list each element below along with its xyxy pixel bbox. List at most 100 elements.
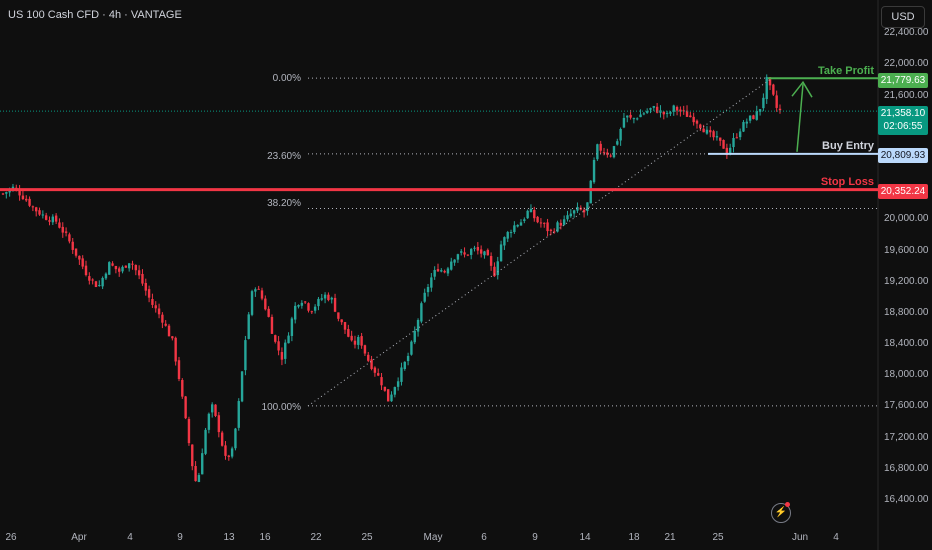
candle-body [420,303,423,322]
candle-body [194,466,197,482]
candle-body [74,248,78,256]
x-tick-label: 4 [127,532,133,543]
candle-body [131,263,134,265]
x-tick-label: 16 [259,532,271,543]
candle-body [254,289,257,292]
candle-countdown: 02:06:55 [883,121,923,132]
candle-body [210,404,214,413]
candle-body [220,432,224,446]
candle-body [553,231,556,233]
candle-body [187,418,191,444]
candle-body [675,106,679,111]
candle-body [725,147,729,156]
candle-body [181,379,184,397]
candle-body [649,108,652,110]
candle-body [400,367,403,382]
candle-body [237,401,240,428]
fib-label-23.6: 23.60% [267,151,301,162]
candle-body [596,144,599,160]
candle-body [463,252,466,255]
candle-body [240,371,244,402]
candle-body [476,246,480,251]
y-tick-label: 18,400.00 [884,338,929,349]
candle-body [161,314,164,323]
candle-body [446,268,450,274]
candle-body [606,152,609,155]
candle-body [327,294,330,301]
candle-body [244,340,247,371]
notification-dot [785,502,790,507]
candle-body [44,215,48,220]
candle-body [250,291,254,315]
candle-body [396,381,400,387]
candle-body [715,136,719,138]
candle-body [483,251,486,256]
x-tick-label: Jun [791,532,809,543]
candle-body [270,316,274,334]
candle-body [679,109,682,112]
candle-body [762,97,765,109]
candle-body [513,225,516,232]
candle-body [108,262,111,275]
x-tick-label: 25 [361,532,373,543]
currency-button[interactable]: USD [881,6,925,28]
candle-body [629,114,632,118]
candle-body [144,282,147,291]
candle-body [127,263,131,269]
candle-body [453,259,456,263]
candle-body [393,387,397,395]
candle-body [692,116,695,123]
candle-body [705,129,709,134]
candle-body [151,298,154,305]
x-tick-label: 14 [579,532,591,543]
candle-body [722,139,725,149]
candle-body [765,77,768,100]
candle-body [177,360,181,379]
candle-body [626,115,629,118]
candle-body [68,234,71,242]
candle-body [738,131,742,138]
candle-body [363,345,367,354]
candle-body [589,180,592,204]
candle-body [88,276,91,281]
candle-body [197,475,201,482]
candle-body [118,268,121,272]
y-tick-label: 16,400.00 [884,494,929,505]
candle-body [267,308,270,317]
candle-body [171,336,174,339]
candle-body [503,237,506,246]
candle-body [586,202,589,211]
candle-body [31,206,35,208]
candle-body [147,289,151,298]
candle-body [473,247,476,249]
candle-body [752,115,755,120]
candle-body [61,226,64,233]
candle-body [529,208,533,213]
candle-body [313,306,317,311]
candle-body [137,270,141,276]
x-tick-label: Apr [71,532,87,543]
candle-body [224,445,227,456]
lightning-icon[interactable]: ⚡ [771,503,791,523]
candle-body [416,319,420,332]
candle-body [294,305,297,320]
candle-body [217,415,221,433]
y-tick-label: 21,600.00 [884,90,929,101]
candle-body [689,115,692,118]
fib-label-0: 0.00% [272,73,301,84]
candle-body [506,232,509,239]
candle-body [167,325,171,337]
x-tick-label: 26 [5,532,17,543]
candle-body [347,329,350,337]
candle-body [48,220,51,222]
candle-body [682,110,685,112]
candle-body [619,129,622,141]
candle-body [592,159,596,183]
y-tick-label: 16,800.00 [884,463,929,474]
candle-body [310,311,314,313]
candle-body [84,265,88,276]
candle-body [284,342,287,359]
candle-body [636,118,639,120]
candle-body [174,337,177,362]
